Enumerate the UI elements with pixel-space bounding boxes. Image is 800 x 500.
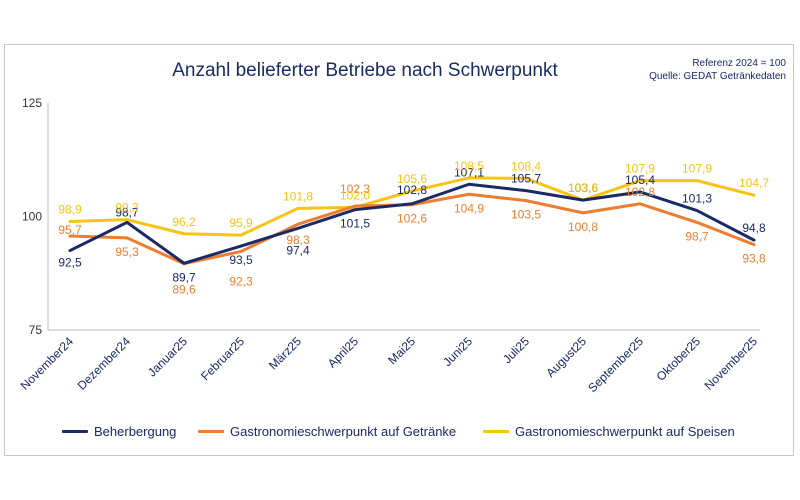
legend-item-beherbergung: Beherbergung (62, 424, 176, 439)
data-label: 105,7 (511, 172, 541, 186)
legend-label: Beherbergung (94, 424, 177, 439)
chart-legend: Beherbergung Gastronomieschwerpunkt auf … (0, 424, 800, 444)
x-tick-label: Juni25 (440, 334, 475, 369)
data-label: 96,2 (172, 215, 196, 229)
data-label: 99,3 (115, 201, 139, 215)
x-tick-label: November25 (702, 334, 761, 393)
data-label: 100,8 (568, 220, 598, 234)
data-label: 102,0 (340, 188, 370, 202)
x-tick-label: März25 (266, 334, 304, 372)
data-label: 107,9 (625, 162, 655, 176)
data-label: 101,3 (682, 192, 712, 206)
x-tick-label: September25 (585, 334, 646, 395)
legend-swatch-orange (198, 430, 224, 433)
chart-title: Anzahl belieferter Betriebe nach Schwerp… (172, 60, 558, 81)
data-label: 89,7 (172, 270, 196, 284)
data-label: 101,5 (340, 217, 370, 231)
x-tick-label: November24 (18, 334, 77, 393)
legend-swatch-yellow (483, 430, 509, 433)
x-tick-label: Februar25 (198, 334, 247, 383)
legend-item-speisen: Gastronomieschwerpunkt auf Speisen (483, 424, 735, 439)
legend-swatch-navy (62, 430, 88, 433)
data-label: 102,8 (397, 183, 427, 197)
data-label: 105,4 (625, 173, 655, 187)
x-tick-label: Mai25 (385, 334, 418, 367)
data-label: 97,4 (286, 243, 310, 257)
data-label: 98,7 (685, 229, 709, 243)
data-label: 98,9 (58, 202, 82, 216)
x-tick-label: Januar25 (145, 334, 191, 380)
data-label: 102,8 (625, 185, 655, 199)
data-label: 102,6 (397, 212, 427, 226)
series-line-2 (68, 176, 756, 237)
data-label: 93,8 (742, 252, 766, 266)
legend-label: Gastronomieschwerpunkt auf Getränke (230, 424, 457, 439)
data-label: 93,5 (229, 253, 253, 267)
reference-note: Referenz 2024 = 100 (692, 58, 786, 69)
data-label: 108,5 (454, 159, 484, 173)
data-label: 92,3 (229, 274, 253, 288)
data-label: 98,3 (286, 233, 310, 247)
data-label: 98,7 (115, 205, 139, 219)
data-label: 103,5 (511, 208, 541, 222)
x-tick-label: Dezember24 (75, 334, 134, 393)
data-label: 102,3 (340, 182, 370, 196)
chart-frame (4, 44, 794, 456)
y-tick-label: 125 (22, 96, 42, 110)
x-tick-label: Juli25 (500, 334, 532, 366)
data-label: 105,6 (397, 172, 427, 186)
x-tick-label: April25 (325, 334, 362, 371)
data-label: 101,8 (283, 189, 313, 203)
x-tick-label: August25 (543, 334, 589, 380)
legend-label: Gastronomieschwerpunkt auf Speisen (515, 424, 735, 439)
data-label: 95,7 (58, 223, 82, 237)
data-label: 89,6 (172, 283, 196, 297)
data-label: 104,9 (454, 201, 484, 215)
data-label: 94,8 (742, 221, 766, 235)
data-label: 103,6 (568, 181, 598, 195)
data-label: 95,9 (229, 216, 253, 230)
data-label: 95,3 (115, 245, 139, 259)
data-label: 104,7 (739, 176, 769, 190)
series-line-0 (68, 182, 756, 265)
source-note: Quelle: GEDAT Getränkedaten (649, 71, 786, 82)
y-tick-label: 75 (29, 323, 43, 337)
data-label: 92,5 (58, 256, 82, 270)
data-label: 107,1 (454, 165, 484, 179)
data-label: 107,9 (682, 162, 712, 176)
y-tick-label: 100 (22, 210, 42, 224)
data-label: 103,6 (568, 181, 598, 195)
x-tick-label: Oktober25 (654, 334, 704, 384)
legend-item-getraenke: Gastronomieschwerpunkt auf Getränke (198, 424, 456, 439)
data-label: 108,4 (511, 159, 541, 173)
